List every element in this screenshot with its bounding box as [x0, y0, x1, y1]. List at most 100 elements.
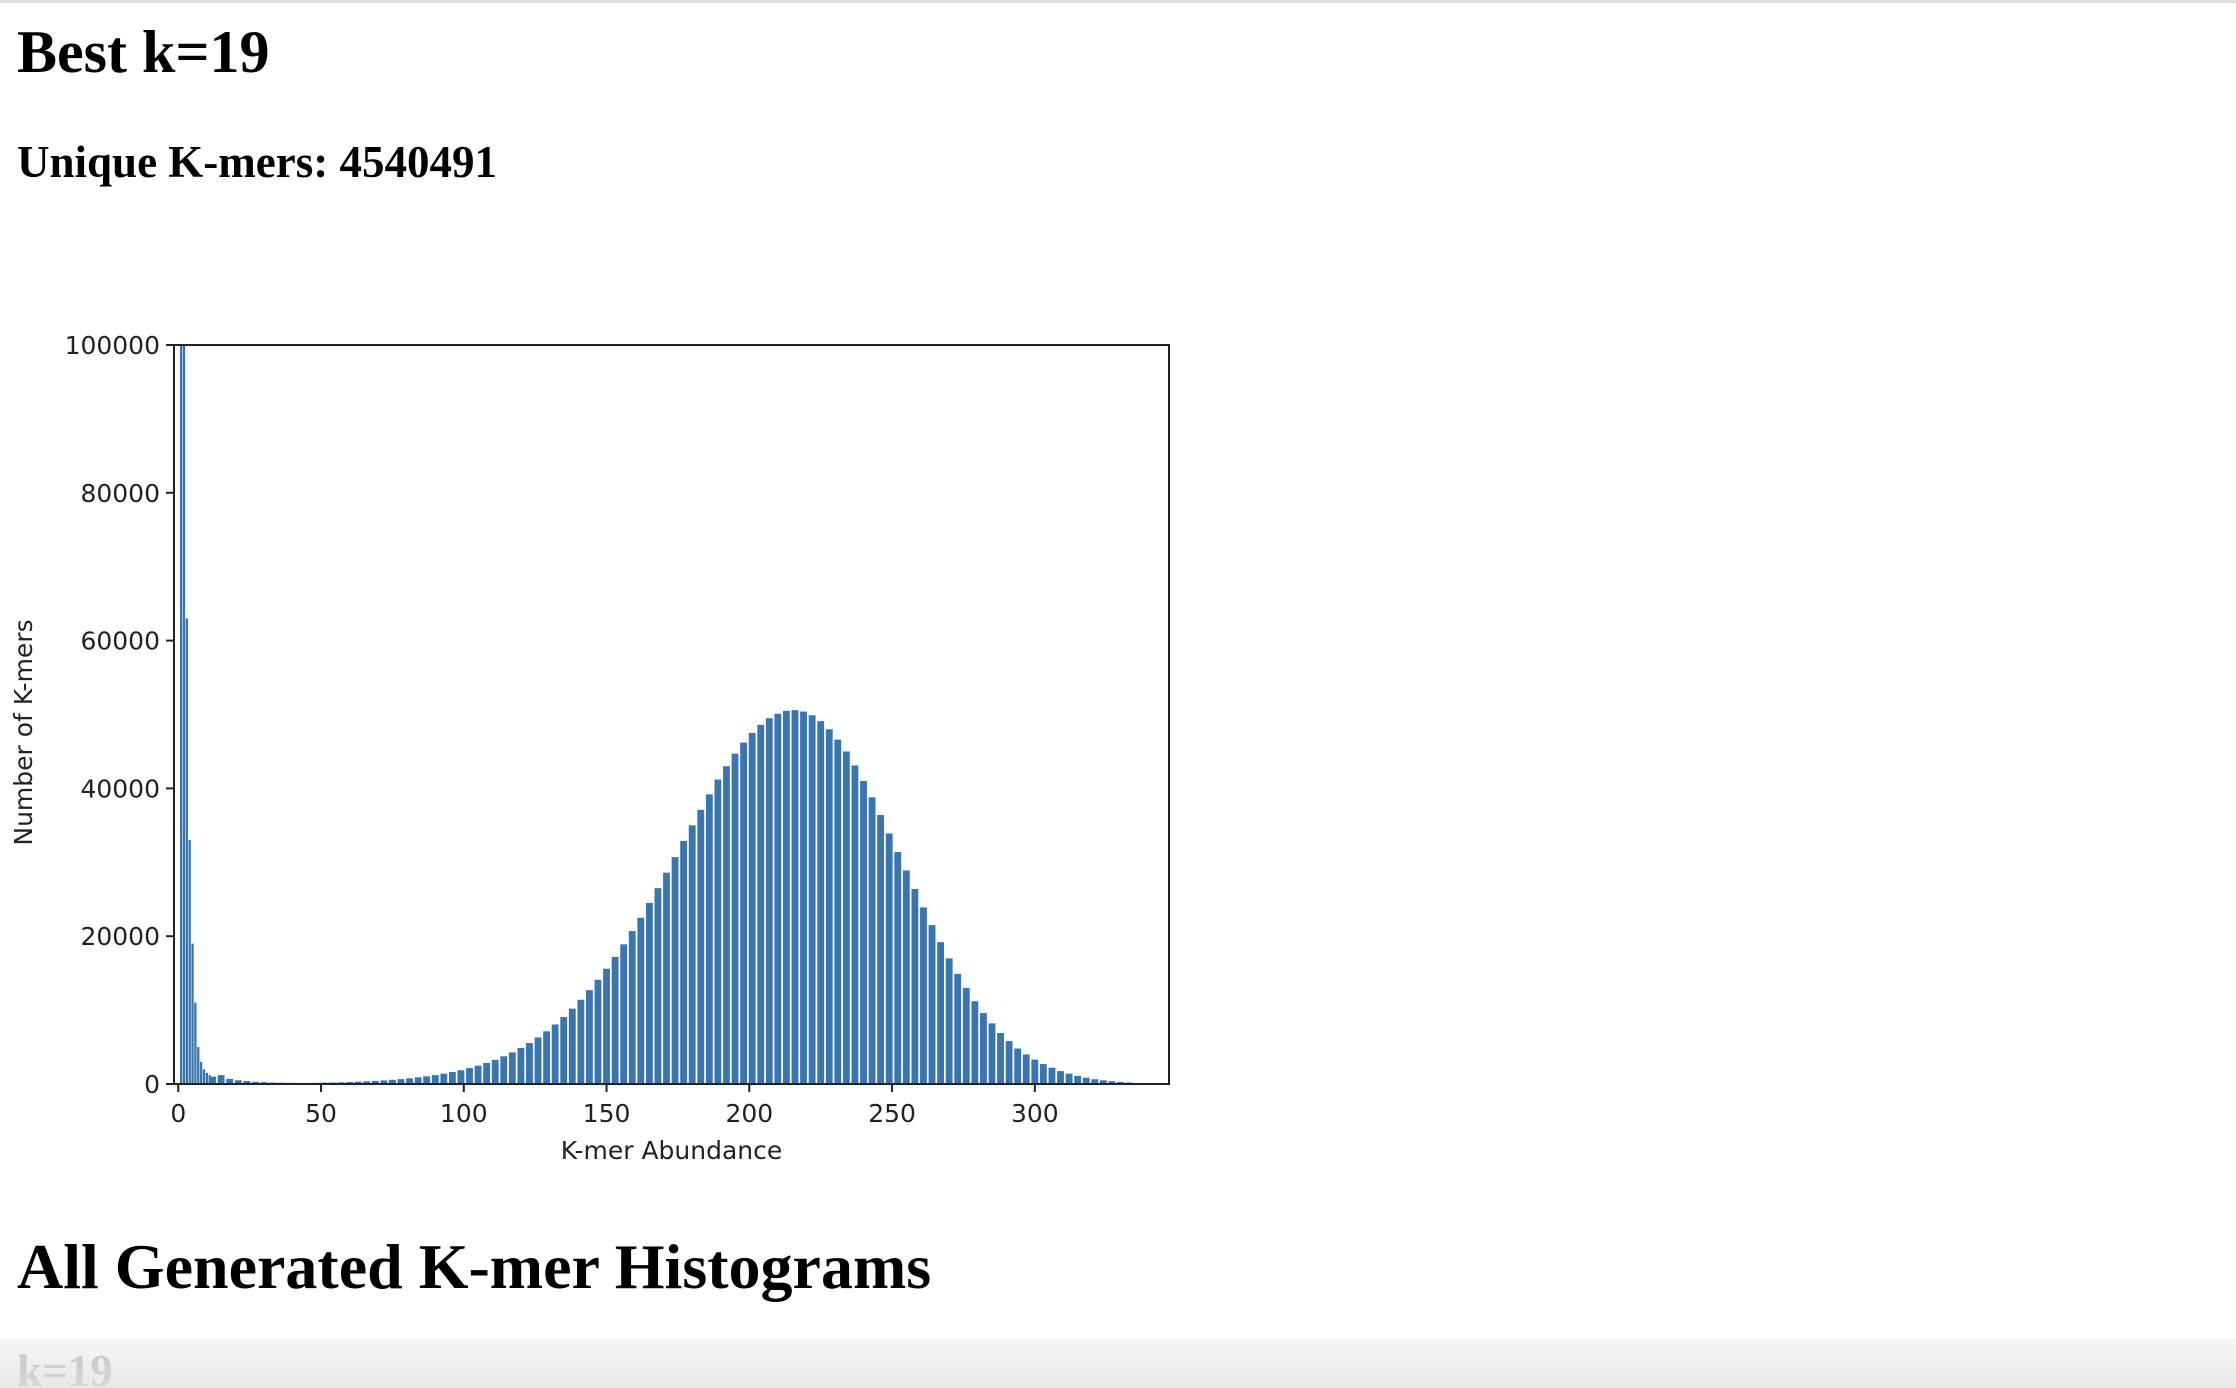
- bar: [842, 751, 850, 1084]
- bar: [209, 1076, 216, 1084]
- bar: [560, 1016, 568, 1084]
- bar: [205, 1072, 208, 1084]
- bar: [637, 917, 645, 1084]
- bar: [182, 345, 186, 1085]
- bar: [1014, 1048, 1022, 1084]
- bar: [577, 999, 585, 1084]
- bar: [457, 1070, 465, 1084]
- bar: [491, 1059, 499, 1084]
- bar: [877, 815, 885, 1084]
- bar: [603, 968, 610, 1084]
- bar: [440, 1073, 448, 1084]
- bar: [380, 1080, 388, 1084]
- x-tick-label: 300: [1011, 1099, 1059, 1128]
- bar: [1005, 1041, 1013, 1084]
- bar: [714, 779, 722, 1084]
- bar: [740, 742, 748, 1084]
- x-axis-label: K-mer Abundance: [561, 1136, 783, 1165]
- bar: [757, 724, 765, 1084]
- bar: [363, 1081, 371, 1084]
- bar: [971, 1001, 979, 1084]
- bar: [1117, 1081, 1124, 1084]
- bar: [894, 851, 902, 1084]
- bar: [1065, 1073, 1073, 1084]
- bar: [197, 1047, 200, 1084]
- bar: [868, 797, 876, 1084]
- bar: [851, 765, 859, 1084]
- x-tick-label: 100: [440, 1099, 488, 1128]
- bar: [1022, 1054, 1030, 1084]
- bar: [920, 907, 927, 1084]
- bar: [902, 870, 910, 1084]
- bar: [671, 857, 679, 1084]
- bar: [620, 944, 628, 1084]
- bar: [1057, 1071, 1064, 1084]
- top-border: [0, 0, 2236, 3]
- bar: [508, 1052, 516, 1084]
- y-axis-label: Number of K-mers: [9, 619, 38, 845]
- bar: [663, 872, 670, 1084]
- bar: [202, 1069, 206, 1084]
- bar: [731, 753, 739, 1084]
- bar: [483, 1062, 491, 1084]
- bar: [251, 1081, 259, 1084]
- y-tick-label: 40000: [80, 774, 160, 803]
- y-tick-label: 60000: [80, 627, 160, 656]
- bar: [774, 713, 782, 1084]
- bar: [1099, 1080, 1107, 1084]
- bar: [354, 1081, 362, 1084]
- bar: [885, 833, 893, 1084]
- bar: [825, 729, 833, 1084]
- bar: [551, 1024, 559, 1084]
- bars: [179, 345, 1133, 1085]
- x-tick-label: 150: [583, 1099, 631, 1128]
- bar: [954, 973, 962, 1084]
- bar: [397, 1079, 405, 1084]
- bar: [1039, 1064, 1047, 1084]
- bar: [191, 943, 194, 1084]
- bar: [808, 715, 816, 1084]
- bar: [500, 1056, 508, 1084]
- bar: [988, 1023, 996, 1084]
- bar: [928, 925, 936, 1084]
- bottom-overlay: [0, 1338, 2236, 1388]
- bar: [188, 840, 191, 1084]
- bar: [414, 1077, 422, 1084]
- x-tick-label: 200: [725, 1099, 773, 1128]
- bar: [688, 825, 696, 1084]
- bar: [448, 1072, 456, 1084]
- bar: [179, 345, 183, 1084]
- page-title: Best k=19: [17, 19, 270, 85]
- bar: [860, 781, 867, 1084]
- bar: [705, 794, 713, 1084]
- bar: [1082, 1077, 1090, 1084]
- bar: [185, 618, 188, 1084]
- bar: [1048, 1067, 1056, 1084]
- bar: [628, 931, 636, 1084]
- bar: [594, 979, 602, 1084]
- bar: [937, 942, 945, 1084]
- bar: [243, 1081, 251, 1084]
- bar: [234, 1080, 242, 1084]
- bar: [199, 1061, 203, 1084]
- x-tick-label: 250: [868, 1099, 916, 1128]
- bar: [431, 1075, 439, 1084]
- bar: [466, 1068, 473, 1084]
- bar: [817, 721, 825, 1084]
- bar: [423, 1076, 431, 1084]
- bar: [654, 888, 662, 1084]
- bar: [585, 990, 593, 1084]
- bar: [1074, 1075, 1082, 1084]
- bar: [194, 1002, 197, 1084]
- y-tick-label: 80000: [80, 479, 160, 508]
- x-tick-label: 50: [305, 1099, 337, 1128]
- bar: [782, 710, 790, 1084]
- bar: [911, 888, 919, 1084]
- bar: [371, 1080, 379, 1084]
- x-tick-label: 0: [170, 1099, 186, 1128]
- bar: [474, 1065, 482, 1084]
- bar: [979, 1013, 987, 1084]
- bar: [645, 902, 653, 1084]
- bar: [1108, 1081, 1116, 1084]
